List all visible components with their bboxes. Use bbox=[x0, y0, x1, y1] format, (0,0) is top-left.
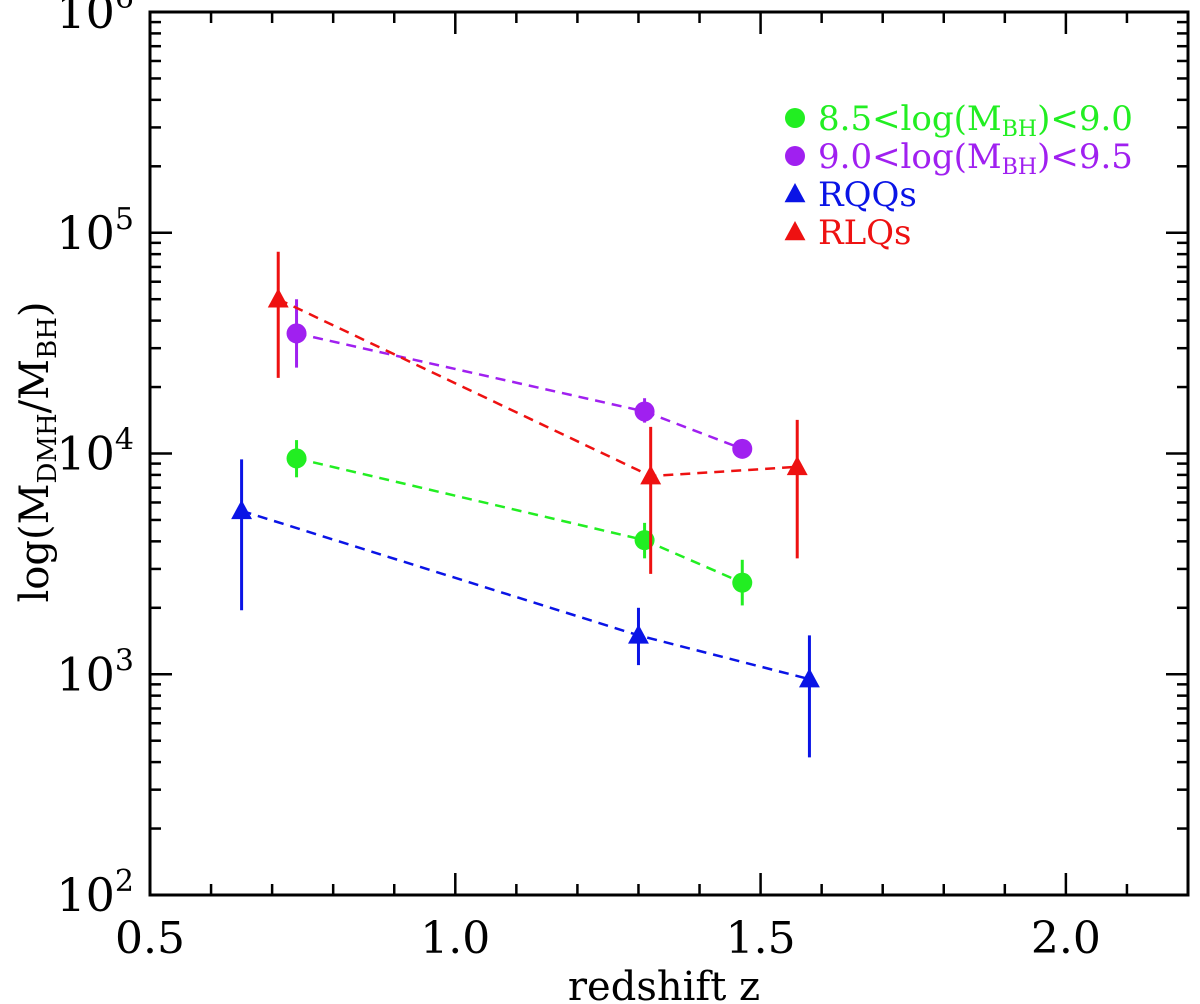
series-mbh-high bbox=[286, 299, 753, 459]
series-rqq bbox=[231, 459, 820, 758]
data-point bbox=[798, 668, 820, 688]
series-line-rqq bbox=[241, 509, 810, 681]
data-point bbox=[231, 499, 253, 520]
legend-label: 9.0<log(MBH)<9.5 bbox=[818, 137, 1133, 180]
y-tick-label: 106 bbox=[56, 0, 134, 39]
data-point bbox=[786, 455, 808, 476]
data-series bbox=[231, 251, 820, 758]
data-point bbox=[628, 624, 649, 644]
series-line-mbh-low bbox=[296, 457, 743, 584]
data-point bbox=[732, 438, 753, 459]
y-tick-label: 105 bbox=[56, 202, 134, 260]
x-tick-label: 1.5 bbox=[726, 913, 796, 964]
y-axis-label-mid: /M bbox=[12, 359, 58, 413]
axes: 0.5 1.0 1.5 2.0 102 103 104 105 106 bbox=[56, 0, 1190, 964]
y-axis-label: log(MDMH/MBH) bbox=[12, 301, 63, 602]
plot-frame bbox=[148, 10, 1190, 897]
y-axis-label-end: ) bbox=[12, 301, 58, 317]
legend-marker bbox=[785, 146, 805, 166]
legend-marker bbox=[785, 108, 805, 128]
data-point bbox=[634, 401, 655, 422]
legend-marker bbox=[784, 183, 806, 203]
y-tick-label: 104 bbox=[56, 423, 134, 481]
y-tick-label: 102 bbox=[56, 864, 134, 922]
x-axis-label: redshift z bbox=[568, 964, 760, 1004]
x-tick-label: 1.0 bbox=[420, 913, 490, 964]
series-line-mbh-high bbox=[296, 332, 743, 450]
x-tick-label: 0.5 bbox=[115, 913, 185, 964]
data-point bbox=[286, 323, 307, 344]
legend-label: RLQs bbox=[818, 213, 912, 253]
legend-marker bbox=[784, 221, 806, 241]
y-axis-label-base: log(M bbox=[12, 483, 58, 602]
legend-label: RQQs bbox=[818, 175, 917, 215]
series-mbh-low bbox=[286, 440, 753, 606]
series-rlq bbox=[267, 251, 808, 574]
y-axis-label-num-sub: DMH bbox=[33, 413, 63, 483]
data-point bbox=[732, 572, 753, 593]
data-point bbox=[286, 448, 307, 469]
data-point bbox=[267, 288, 289, 308]
data-point bbox=[640, 465, 662, 485]
x-tick-label: 2.0 bbox=[1031, 913, 1101, 964]
y-axis-label-den-sub: BH bbox=[33, 317, 63, 359]
legend-label: 8.5<log(MBH)<9.0 bbox=[818, 99, 1133, 142]
y-tick-label: 103 bbox=[56, 643, 134, 701]
